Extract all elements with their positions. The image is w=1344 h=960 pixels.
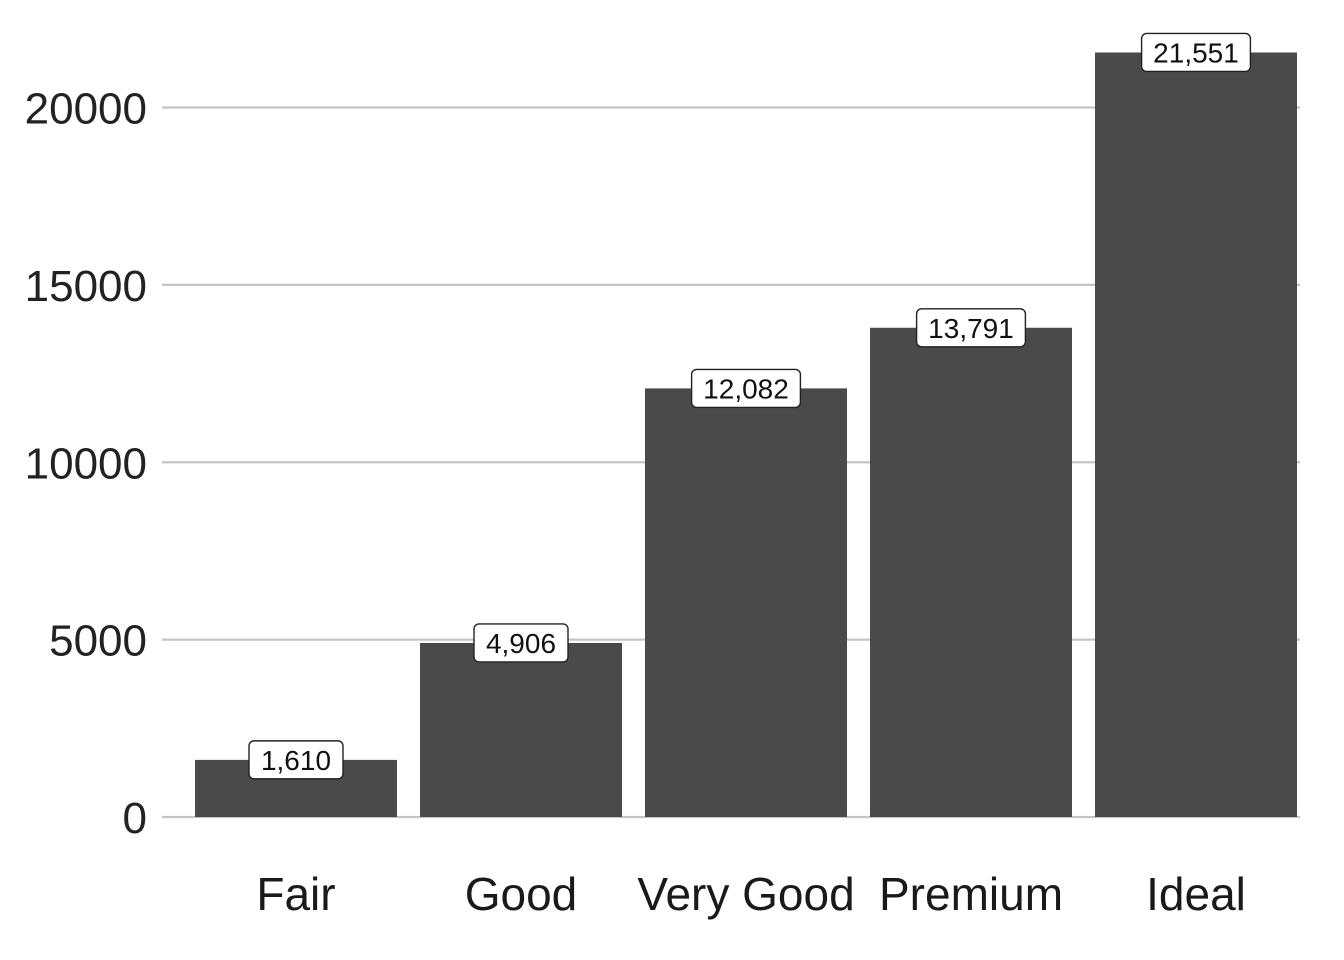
data-label-box-good [473,623,569,663]
data-label-box-premium [915,308,1027,348]
data-labels: 1,610 4,906 12,082 13,791 21,551 [248,32,1252,780]
data-label-good: 4,906 [486,628,556,659]
bar-ideal [1095,52,1297,818]
data-label-box-very-good [690,368,802,409]
bar-good [420,642,622,817]
y-tick-label: 5000 [49,617,147,666]
x-tick-label-premium: Premium [879,868,1063,920]
bars [195,52,1297,818]
y-tick-label: 10000 [25,439,147,488]
data-label-premium: 13,791 [928,313,1014,344]
data-label-ideal: 21,551 [1153,37,1239,68]
y-tick-label: 20000 [25,85,147,134]
data-label-very-good: 12,082 [703,373,789,404]
data-label-box-ideal [1140,32,1252,73]
y-tick-label: 15000 [25,262,147,311]
data-label-fair: 1,610 [261,745,331,776]
x-tick-label-good: Good [465,868,578,920]
x-axis-tick-labels: Fair Good Very Good Premium Ideal [256,868,1245,920]
bar-premium [870,327,1072,817]
y-tick-label: 0 [123,794,147,843]
data-label-box-fair [248,740,344,780]
x-tick-label-fair: Fair [256,868,335,920]
y-axis-tick-labels: 0 5000 10000 15000 20000 [25,85,147,844]
bar-very-good [645,388,847,817]
x-tick-label-very-good: Very Good [637,868,854,920]
x-tick-label-ideal: Ideal [1146,868,1246,920]
